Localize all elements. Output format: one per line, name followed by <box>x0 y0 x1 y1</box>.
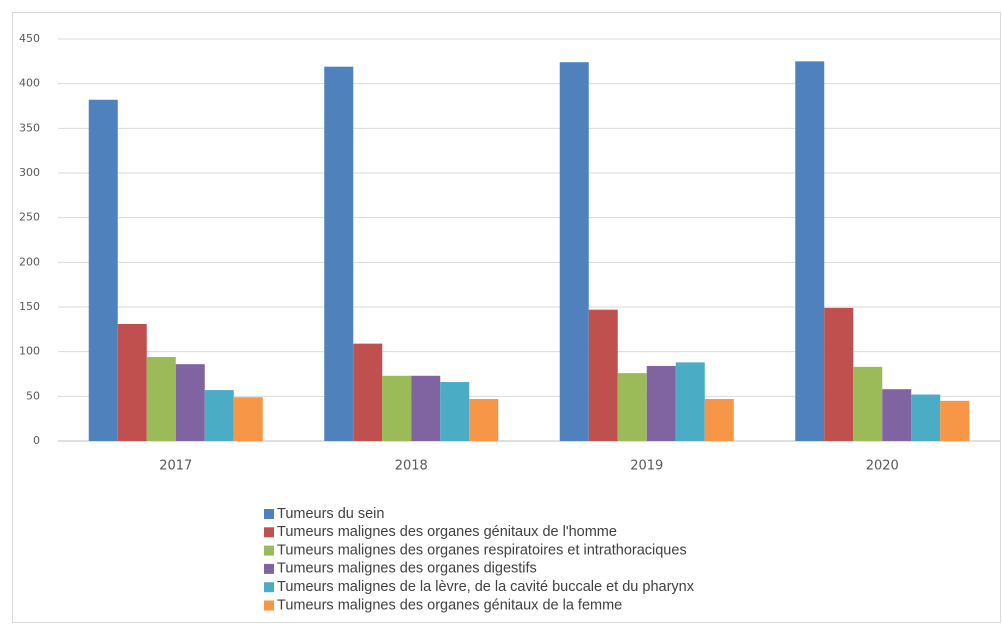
bar <box>882 389 912 441</box>
bar <box>853 366 883 441</box>
bar <box>233 397 263 441</box>
y-tick-label: 450 <box>19 32 40 45</box>
bar <box>146 357 176 441</box>
legend-label: Tumeurs malignes des organes génitaux de… <box>277 597 622 613</box>
bar <box>117 323 147 441</box>
x-tick-label: 2018 <box>395 459 428 474</box>
y-tick-label: 50 <box>26 389 40 402</box>
y-tick-label: 0 <box>33 434 40 447</box>
legend-swatch <box>264 600 274 611</box>
bar <box>469 399 499 441</box>
bar <box>353 343 383 441</box>
y-tick-label: 350 <box>19 121 40 134</box>
legend-swatch <box>264 563 274 574</box>
y-tick-label: 150 <box>19 300 40 313</box>
legend-label: Tumeurs malignes des organes respiratoir… <box>277 542 687 558</box>
y-tick-label: 200 <box>19 255 40 268</box>
y-tick-label: 100 <box>19 345 40 358</box>
legend-label: Tumeurs malignes de la lèvre, de la cavi… <box>277 579 695 595</box>
bar <box>704 399 734 441</box>
legend-swatch <box>264 582 274 593</box>
bar <box>382 375 412 441</box>
bar <box>324 66 354 442</box>
bar <box>559 62 589 442</box>
legend-label: Tumeurs du sein <box>277 506 384 522</box>
bar <box>675 362 705 441</box>
x-tick-label: 2019 <box>630 459 663 474</box>
bar <box>795 61 825 441</box>
legend-label: Tumeurs malignes des organes génitaux de… <box>277 524 617 540</box>
bar <box>940 400 970 441</box>
y-tick-label: 300 <box>19 166 40 179</box>
bar <box>204 390 234 441</box>
bar <box>911 394 941 441</box>
legend-swatch <box>264 545 274 556</box>
legend-label: Tumeurs malignes des organes digestifs <box>277 561 537 577</box>
bar <box>411 375 441 441</box>
bar <box>440 382 470 441</box>
bar <box>824 307 854 441</box>
bar <box>88 99 118 441</box>
bar <box>617 373 647 441</box>
x-tick-label: 2017 <box>159 459 192 474</box>
x-tick-label: 2020 <box>866 459 899 474</box>
legend-swatch <box>264 509 274 519</box>
bar <box>588 309 618 441</box>
legend-swatch <box>264 527 274 538</box>
bar <box>646 365 676 441</box>
y-tick-label: 250 <box>19 211 40 224</box>
y-tick-label: 400 <box>19 77 40 90</box>
bar <box>175 364 205 441</box>
